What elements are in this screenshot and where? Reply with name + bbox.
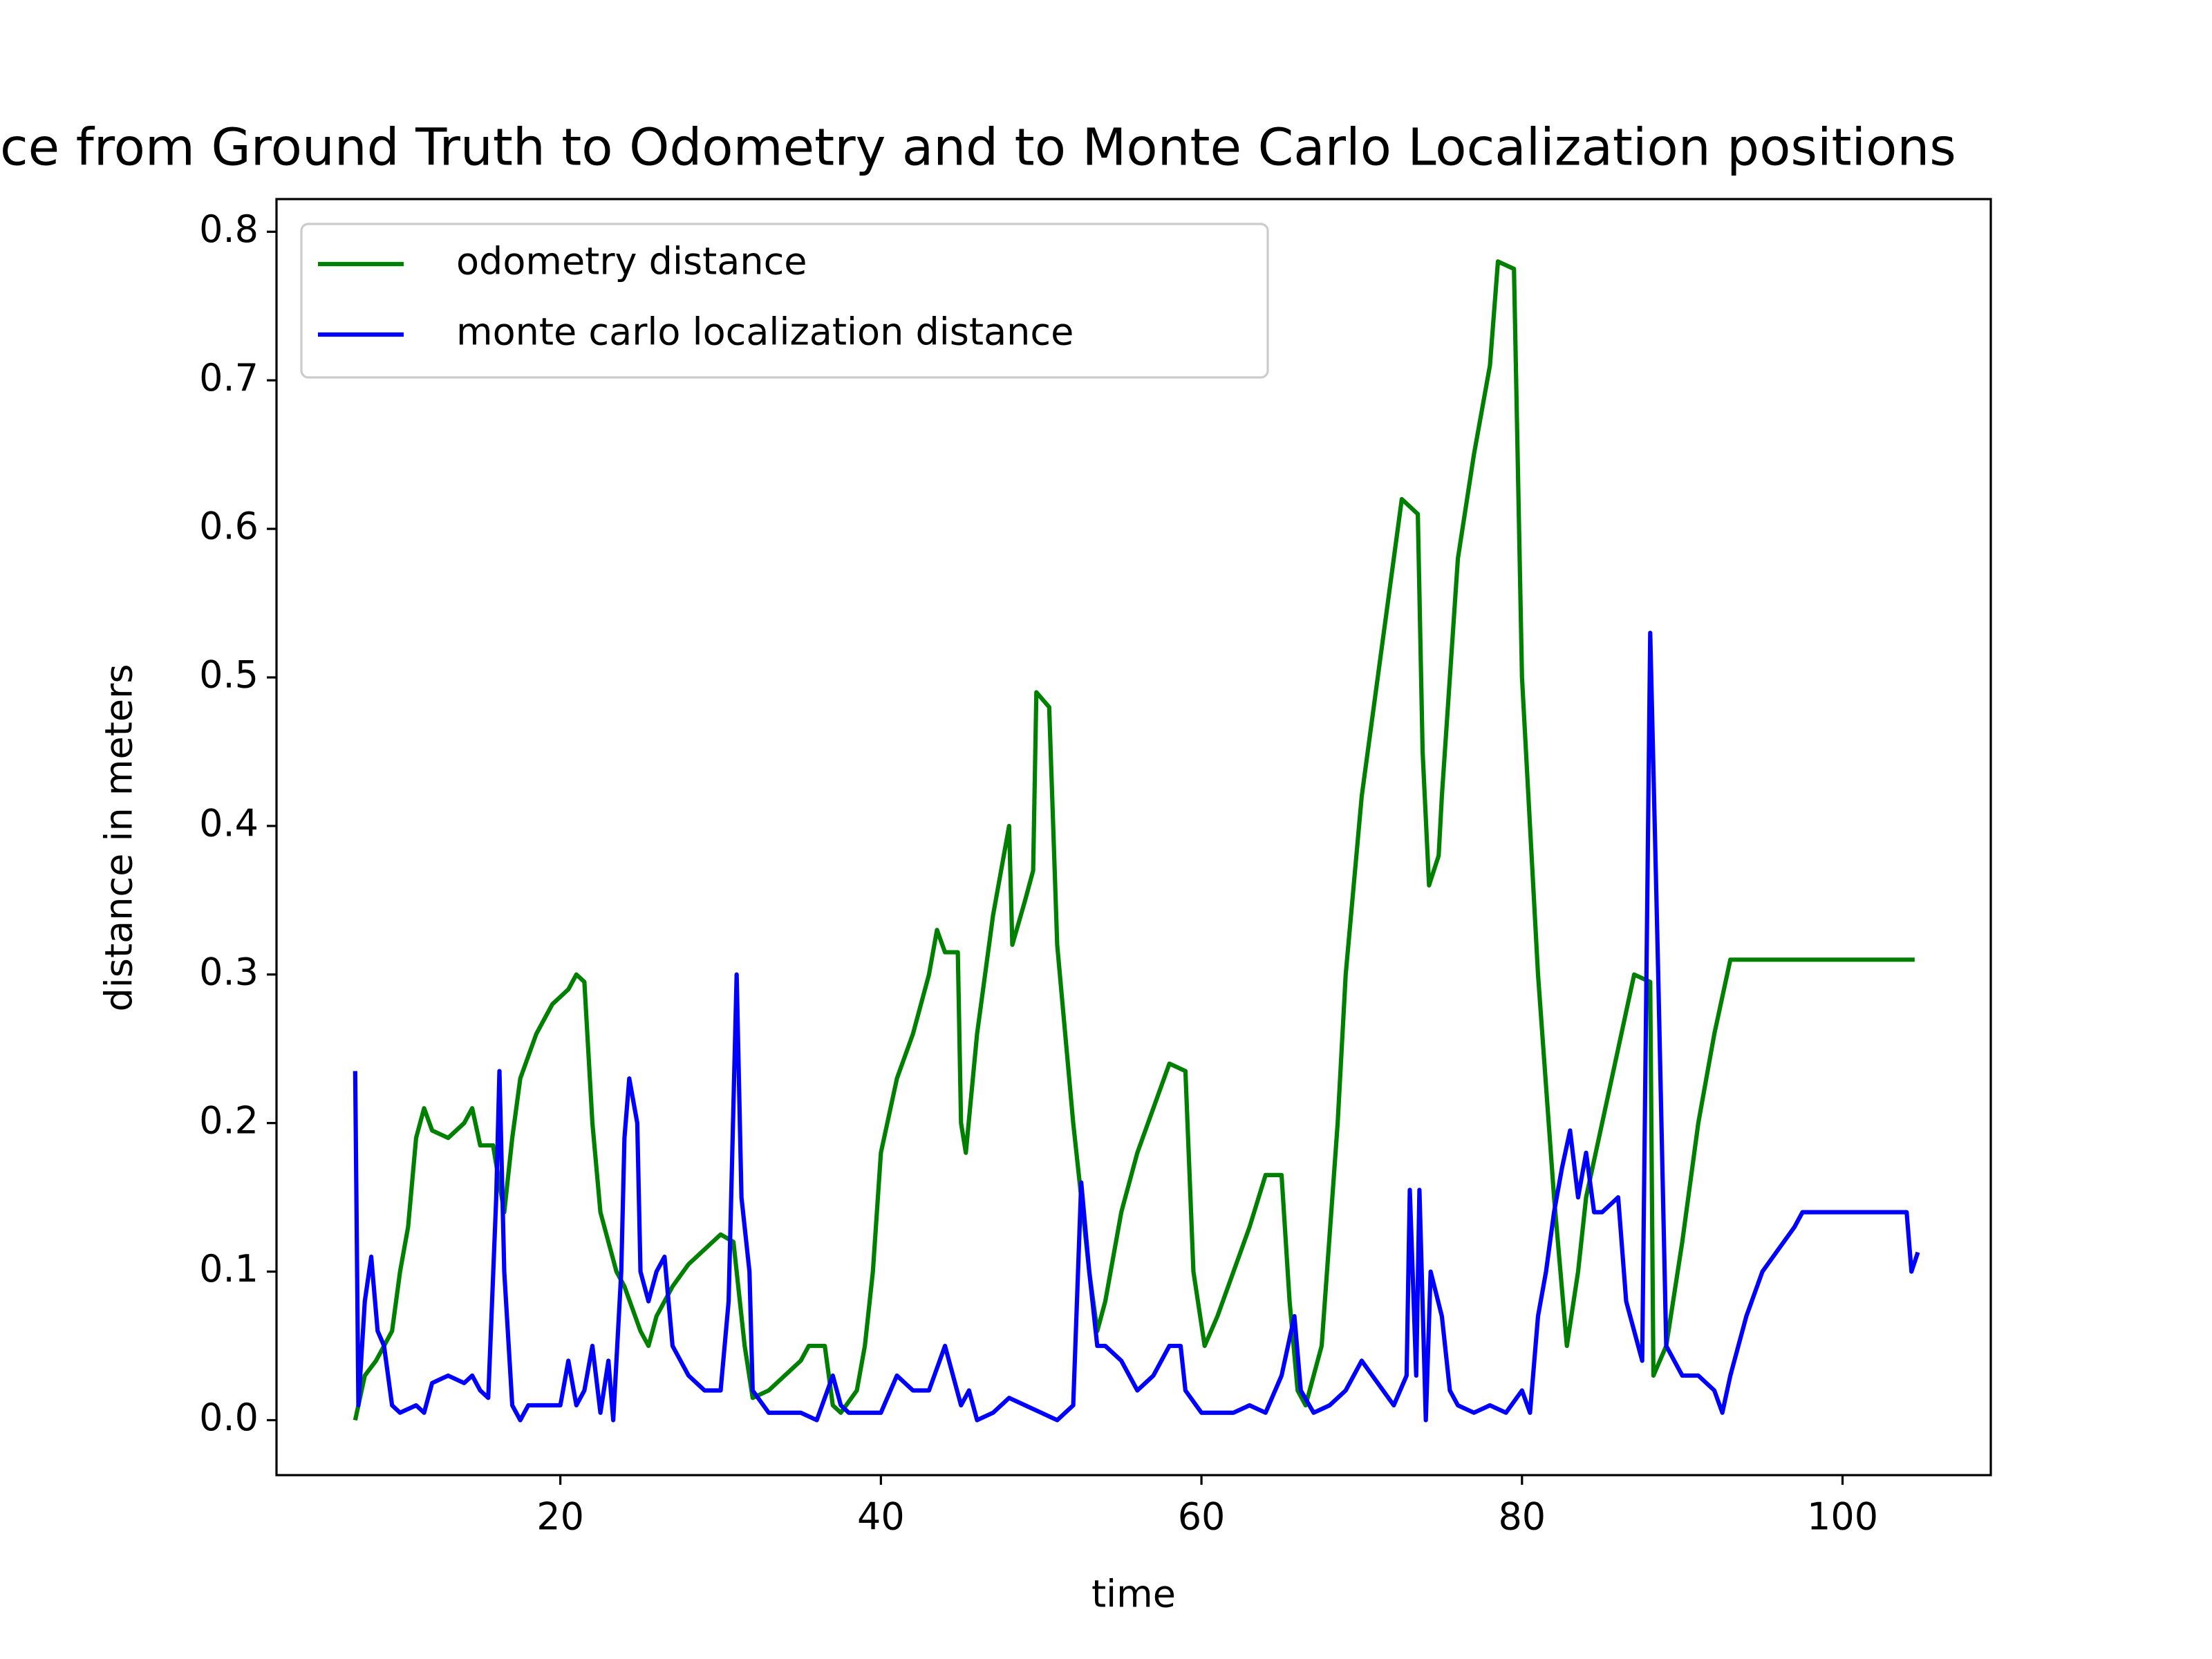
data-line [353, 630, 1920, 1423]
data-line [353, 259, 1915, 1421]
plot-frame [275, 198, 1992, 1477]
x-tick-label: 80 [1498, 1495, 1546, 1539]
x-tick-label: 60 [1178, 1495, 1226, 1539]
x-axis-label: time [1091, 1573, 1176, 1616]
legend-label: odometry distance [456, 240, 807, 283]
y-tick-label: 0.8 [199, 207, 259, 251]
y-tick-label: 0.4 [199, 802, 259, 845]
x-tick-label: 100 [1807, 1495, 1878, 1539]
x-tick-label: 40 [857, 1495, 905, 1539]
y-axis-label: distance in meters [97, 664, 141, 1012]
y-tick-label: 0.5 [199, 653, 259, 697]
y-tick-label: 0.3 [199, 950, 259, 993]
x-tick-label: 20 [536, 1495, 584, 1539]
legend-box [300, 223, 1269, 379]
y-tick-label: 0.6 [199, 505, 259, 548]
chart-title: ce from Ground Truth to Odometry and to … [0, 118, 1956, 178]
y-tick-label: 0.1 [199, 1247, 259, 1291]
y-tick-label: 0.2 [199, 1098, 259, 1142]
legend-label: monte carlo localization distance [456, 310, 1074, 354]
y-tick-label: 0.7 [199, 356, 259, 400]
y-tick-label: 0.0 [199, 1396, 259, 1439]
